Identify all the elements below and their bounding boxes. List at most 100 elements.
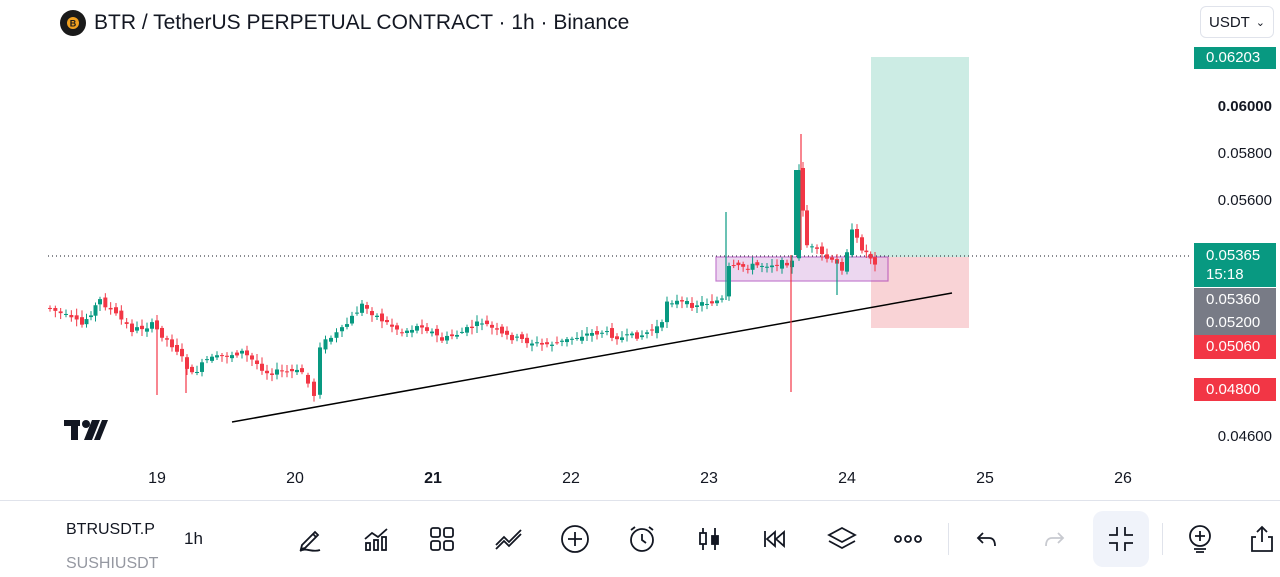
candle-body (600, 332, 604, 334)
candle-body (130, 323, 134, 333)
indicators-icon[interactable] (354, 517, 398, 561)
candle-body (445, 335, 449, 341)
candle-body (285, 371, 289, 373)
toolbar-divider (948, 523, 949, 555)
alarm-clock-icon[interactable] (620, 517, 664, 561)
candle-body (450, 334, 454, 337)
candle-body (815, 247, 819, 249)
candle-body (780, 260, 784, 269)
candle-body (323, 339, 328, 350)
date-axis-label: 19 (148, 470, 166, 487)
candle-body (545, 342, 549, 345)
candle-body (124, 322, 129, 324)
candle-body (810, 246, 814, 248)
share-icon[interactable] (1240, 517, 1280, 561)
drawing-pen-icon[interactable] (288, 517, 332, 561)
candle-body (150, 322, 154, 329)
candle-body (245, 350, 249, 356)
candle-body (525, 337, 529, 344)
date-axis-label: 21 (424, 470, 442, 487)
price-axis-label: 0.04600 (1217, 428, 1272, 445)
candle-body (615, 336, 619, 340)
candle-body (845, 252, 849, 272)
compare-icon[interactable] (487, 517, 531, 561)
candle-body (74, 315, 79, 320)
replay-icon[interactable] (753, 517, 797, 561)
candle-body (690, 302, 694, 308)
candle-body (625, 334, 629, 336)
more-icon[interactable] (886, 517, 930, 561)
redo-icon[interactable] (1032, 517, 1076, 561)
candle-body (405, 330, 409, 333)
position-target-zone (871, 57, 969, 257)
date-axis-label: 25 (976, 470, 994, 487)
candle-body (485, 320, 489, 325)
candle-body (650, 329, 654, 331)
candle-body (270, 373, 274, 375)
candle-body (48, 307, 52, 309)
candle-body (570, 338, 574, 340)
candle-body (400, 332, 404, 334)
candle-body (873, 257, 877, 265)
candles-icon[interactable] (687, 517, 731, 561)
chevron-down-icon: ⌄ (1255, 16, 1265, 29)
layout-grid-icon[interactable] (420, 517, 464, 561)
candle-body (430, 331, 434, 334)
candle-body (275, 369, 279, 375)
candle-body (69, 314, 74, 318)
candle-body (230, 355, 234, 359)
candle-body (868, 253, 873, 259)
price-tag-red: 0.04800 (1194, 378, 1276, 401)
candle-body (365, 305, 369, 309)
candle-body (515, 336, 519, 338)
layers-icon[interactable] (820, 517, 864, 561)
candle-body (675, 300, 679, 305)
candle-body (731, 265, 736, 267)
svg-text:B: B (70, 19, 77, 29)
currency-selector[interactable]: USDT ⌄ (1200, 6, 1274, 38)
candle-body (255, 360, 259, 364)
candle-body (260, 363, 264, 371)
stop-price-tag: 0.05060 (1194, 335, 1276, 359)
candle-body (755, 262, 760, 266)
add-alert-icon[interactable] (1178, 517, 1222, 561)
candle-body (180, 348, 184, 357)
candle-body (860, 237, 864, 251)
candle-body (160, 327, 164, 338)
candle-body (280, 370, 284, 372)
candle-body (560, 340, 564, 342)
candle-body (415, 326, 419, 331)
candle-body (855, 229, 859, 238)
candle-body (103, 297, 108, 308)
candle-body (660, 322, 664, 328)
candle-body (135, 327, 139, 331)
candle-body (745, 268, 750, 270)
candle-body (140, 325, 144, 330)
symbol-tab-active[interactable]: BTRUSDT.P (66, 521, 155, 538)
symbol-tab[interactable]: SUSHIUSDT (66, 555, 159, 572)
candle-body (630, 333, 634, 336)
candle-body (185, 357, 189, 369)
candle-body (801, 167, 805, 211)
exit-fullscreen-icon[interactable] (1093, 511, 1149, 567)
candle-body (645, 332, 649, 334)
candle-body (390, 324, 394, 327)
candle-body (685, 301, 689, 305)
add-circle-icon[interactable] (553, 517, 597, 561)
interval-button[interactable]: 1h (184, 529, 203, 548)
candle-body (220, 355, 224, 357)
candle-body (555, 342, 559, 344)
candle-body (395, 325, 399, 330)
candle-body (736, 262, 741, 266)
candle-body (760, 265, 764, 267)
candle-body (84, 319, 89, 325)
candle-body (80, 317, 84, 325)
chart-title: BTR / TetherUS PERPETUAL CONTRACT · 1h ·… (94, 11, 630, 34)
candle-body (455, 334, 459, 337)
date-axis-label: 26 (1114, 470, 1132, 487)
undo-icon[interactable] (965, 517, 1009, 561)
price-chart[interactable] (0, 0, 1280, 500)
candle-body (840, 261, 844, 271)
candle-countdown: 15:18 (1206, 266, 1244, 283)
candle-body (89, 315, 93, 318)
